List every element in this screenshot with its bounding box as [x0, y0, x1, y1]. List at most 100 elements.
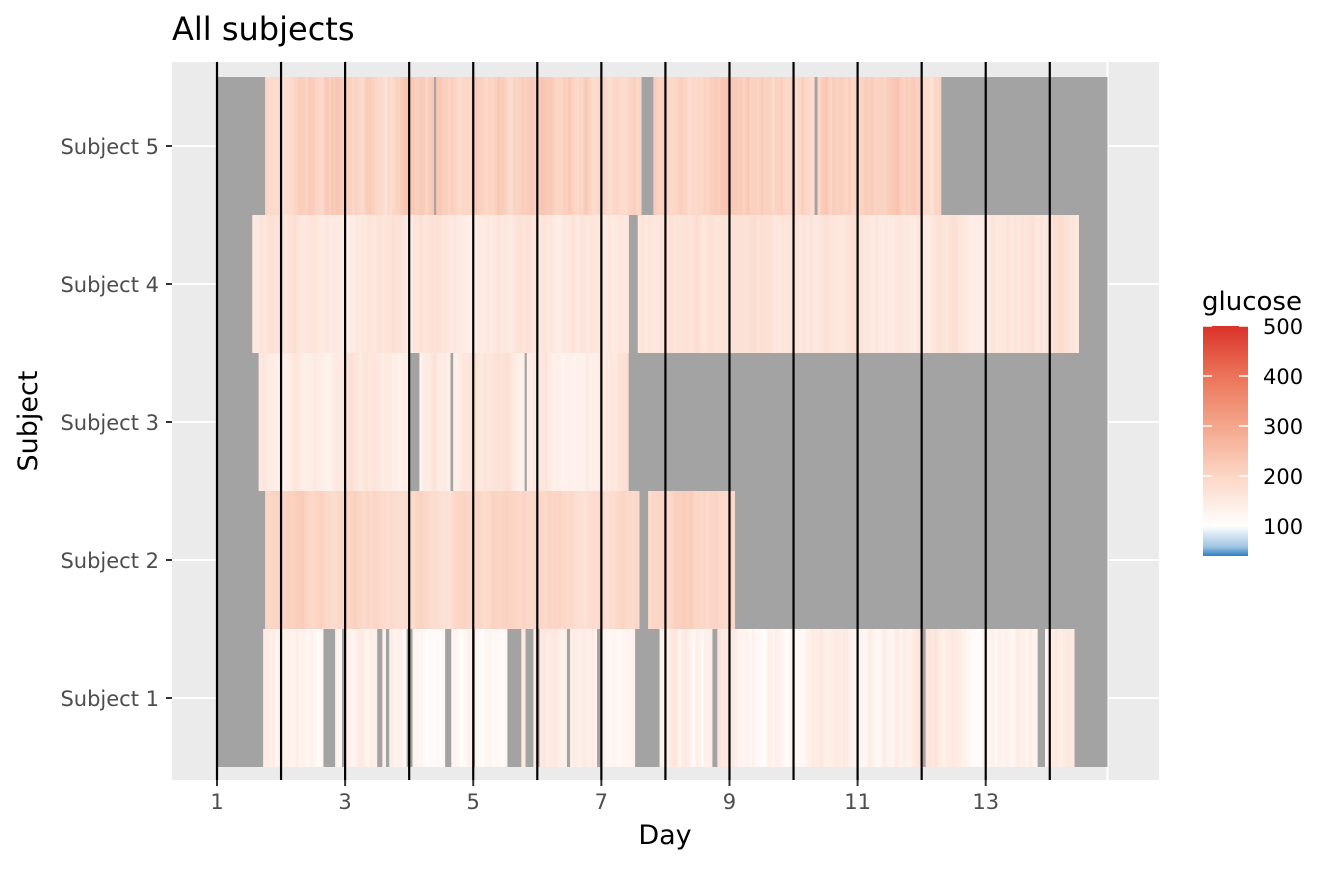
- glucose-tile: [672, 629, 677, 767]
- glucose-tile: [706, 629, 711, 767]
- glucose-tile: [486, 353, 491, 491]
- glucose-tile: [849, 215, 852, 353]
- glucose-tile: [969, 629, 972, 767]
- glucose-tile: [412, 77, 416, 215]
- glucose-tile: [835, 629, 838, 767]
- glucose-tile: [568, 491, 572, 629]
- glucose-tile: [962, 629, 965, 767]
- glucose-tile: [589, 77, 593, 215]
- glucose-tile: [699, 77, 704, 215]
- glucose-tile: [666, 215, 670, 353]
- glucose-tile: [444, 491, 449, 629]
- glucose-tile: [1057, 629, 1061, 767]
- glucose-tile: [640, 215, 645, 353]
- glucose-tile: [590, 353, 593, 491]
- glucose-tile: [958, 629, 963, 767]
- glucose-tile: [310, 215, 315, 353]
- glucose-tile: [359, 215, 362, 353]
- glucose-tile: [665, 77, 670, 215]
- glucose-tile: [349, 77, 353, 215]
- glucose-tile: [1004, 629, 1009, 767]
- glucose-tile: [769, 215, 772, 353]
- glucose-tile: [625, 215, 629, 353]
- glucose-tile: [274, 491, 278, 629]
- glucose-tile: [600, 353, 605, 491]
- glucose-tile: [335, 215, 339, 353]
- glucose-tile: [615, 77, 620, 215]
- glucose-tile: [1042, 215, 1047, 353]
- glucose-tile: [518, 215, 522, 353]
- glucose-tile: [316, 491, 321, 629]
- glucose-tile: [565, 353, 568, 491]
- glucose-tile: [557, 491, 562, 629]
- glucose-tile: [971, 629, 975, 767]
- glucose-tile: [723, 77, 728, 215]
- glucose-tile: [467, 629, 470, 767]
- glucose-tile: [1062, 629, 1067, 767]
- glucose-tile: [465, 491, 469, 629]
- glucose-tile: [506, 353, 510, 491]
- glucose-tile: [918, 77, 922, 215]
- glucose-tile: [556, 353, 561, 491]
- glucose-tile: [274, 353, 279, 491]
- glucose-tile: [682, 491, 687, 629]
- glucose-tile: [669, 77, 674, 215]
- glucose-tile: [272, 629, 276, 767]
- glucose-tile: [338, 629, 342, 767]
- glucose-tile: [621, 491, 624, 629]
- glucose-tile: [277, 215, 281, 353]
- glucose-tile: [713, 215, 717, 353]
- glucose-tile: [842, 629, 845, 767]
- glucose-tile: [511, 353, 515, 491]
- glucose-tile: [690, 77, 694, 215]
- glucose-tile: [918, 629, 922, 767]
- glucose-tile: [682, 77, 687, 215]
- glucose-tile: [648, 491, 652, 629]
- glucose-tile: [431, 353, 434, 491]
- glucose-tile: [758, 77, 762, 215]
- glucose-tile: [874, 629, 879, 767]
- glucose-tile: [276, 491, 281, 629]
- glucose-tile: [402, 77, 405, 215]
- glucose-tile: [713, 77, 718, 215]
- glucose-tile: [384, 77, 388, 215]
- glucose-tile: [522, 491, 527, 629]
- glucose-tile: [588, 629, 592, 767]
- glucose-tile: [319, 215, 323, 353]
- glucose-tile: [597, 353, 601, 491]
- glucose-tile: [838, 77, 843, 215]
- glucose-tile: [515, 353, 520, 491]
- glucose-tile: [462, 491, 466, 629]
- glucose-tile: [563, 629, 567, 767]
- glucose-tile: [650, 491, 654, 629]
- glucose-tile: [467, 491, 471, 629]
- glucose-tile: [432, 215, 436, 353]
- glucose-tile: [669, 629, 674, 767]
- glucose-tile: [618, 491, 622, 629]
- glucose-tile: [334, 491, 338, 629]
- glucose-tile: [860, 629, 865, 767]
- glucose-tile: [614, 491, 619, 629]
- glucose-tile: [571, 215, 576, 353]
- glucose-tile: [428, 353, 432, 491]
- glucose-tile: [857, 77, 861, 215]
- glucose-tile: [656, 77, 660, 215]
- glucose-tile: [380, 491, 385, 629]
- glucose-tile: [881, 215, 885, 353]
- glucose-tile: [290, 77, 295, 215]
- glucose-tile: [346, 629, 351, 767]
- glucose-tile: [877, 77, 881, 215]
- glucose-tile: [376, 353, 380, 491]
- glucose-tile: [477, 629, 482, 767]
- glucose-tile: [297, 77, 302, 215]
- glucose-tile: [892, 77, 897, 215]
- glucose-tile: [335, 77, 339, 215]
- glucose-tile: [305, 353, 309, 491]
- glucose-tile: [896, 629, 900, 767]
- glucose-tile: [579, 77, 582, 215]
- x-tick-label: 1: [210, 790, 223, 814]
- glucose-tile: [580, 353, 584, 491]
- glucose-tile: [421, 491, 424, 629]
- glucose-tile: [621, 629, 625, 767]
- glucose-tile: [544, 77, 549, 215]
